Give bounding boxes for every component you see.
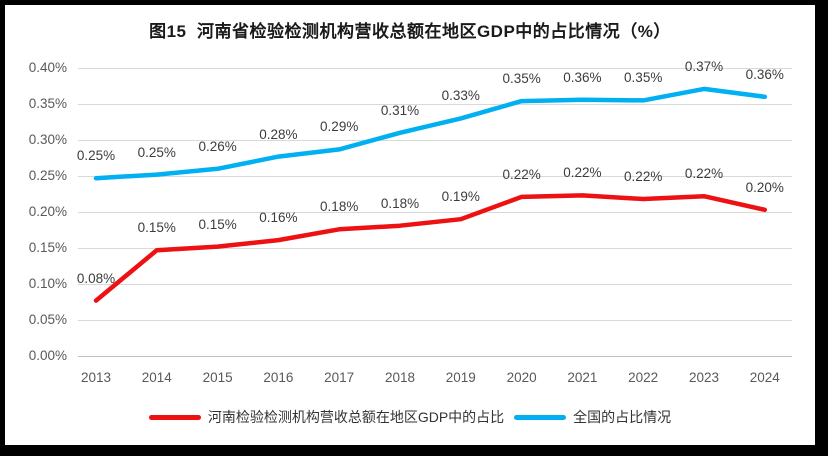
series-line-henan <box>93 193 768 303</box>
x-tick-label: 2023 <box>688 370 720 385</box>
x-tick-label: 2016 <box>263 370 294 385</box>
data-label: 0.29% <box>320 119 359 135</box>
x-tick-label: 2019 <box>445 370 476 385</box>
data-label: 0.33% <box>441 88 480 104</box>
gridline <box>78 103 792 105</box>
data-label: 0.16% <box>259 210 298 226</box>
data-label: 0.19% <box>441 189 480 205</box>
data-label: 0.25% <box>137 144 176 160</box>
data-label: 0.18% <box>320 199 359 215</box>
x-tick-label: 2014 <box>141 370 172 385</box>
y-tick-label: 0.30% <box>28 132 67 147</box>
data-label: 0.25% <box>76 148 116 164</box>
data-label: 0.35% <box>502 71 541 87</box>
data-label: 0.22% <box>502 166 541 182</box>
gridline <box>78 283 792 285</box>
data-label: 0.22% <box>563 165 602 181</box>
series-line-national <box>93 86 768 181</box>
data-label: 0.37% <box>684 58 724 74</box>
gridline <box>78 355 792 357</box>
gridline <box>78 319 792 321</box>
data-label: 0.31% <box>380 102 420 118</box>
y-tick-label: 0.35% <box>28 96 67 111</box>
y-tick-label: 0.10% <box>28 276 67 291</box>
gridline <box>78 67 792 69</box>
legend-label-national: 全国的占比情况 <box>573 409 672 425</box>
x-tick-label: 2021 <box>567 370 598 385</box>
y-tick-label: 0.25% <box>28 168 67 183</box>
data-label: 0.08% <box>76 270 116 286</box>
legend-label-henan: 河南检验检测机构营收总额在地区GDP中的占比 <box>207 409 505 425</box>
x-tick-label: 2013 <box>80 370 112 385</box>
y-tick-label: 0.05% <box>28 312 67 327</box>
data-label: 0.22% <box>624 169 663 185</box>
data-label: 0.35% <box>624 70 663 86</box>
x-tick-label: 2015 <box>202 370 233 385</box>
y-tick-label: 0.40% <box>28 60 67 75</box>
gridline <box>78 139 792 141</box>
data-label: 0.36% <box>745 66 784 82</box>
gridline <box>78 211 792 213</box>
data-label: 0.20% <box>745 179 784 195</box>
x-tick-label: 2024 <box>749 370 780 385</box>
y-tick-label: 0.15% <box>28 240 67 255</box>
data-label: 0.36% <box>563 69 602 85</box>
x-tick-label: 2020 <box>506 370 537 385</box>
gridline <box>78 247 792 249</box>
y-tick-label: 0.00% <box>28 348 67 363</box>
x-tick-label: 2017 <box>324 370 355 385</box>
data-label: 0.22% <box>684 166 724 182</box>
gridline <box>78 175 792 177</box>
legend-item-national: 全国的占比情况 <box>514 407 671 427</box>
legend-item-henan: 河南检验检测机构营收总额在地区GDP中的占比 <box>148 407 505 427</box>
x-tick-label: 2018 <box>384 370 416 385</box>
chart-inner: 图15 河南省检验检测机构营收总额在地区GDP中的占比情况（%） 0.40% 0.… <box>5 5 815 445</box>
data-label: 0.26% <box>198 138 237 154</box>
data-label: 0.28% <box>259 126 298 142</box>
y-tick-label: 0.20% <box>28 204 67 219</box>
chart-title: 图15 河南省检验检测机构营收总额在地区GDP中的占比情况（%） <box>149 22 671 41</box>
series-layer <box>93 86 768 303</box>
x-tick-label: 2022 <box>628 370 659 385</box>
legend: 河南检验检测机构营收总额在地区GDP中的占比 全国的占比情况 <box>5 407 815 427</box>
data-label: 0.15% <box>198 216 237 232</box>
data-label: 0.15% <box>137 220 176 236</box>
data-label: 0.18% <box>380 195 420 211</box>
legend-swatch-henan-line <box>148 414 201 420</box>
legend-swatch-national-line <box>514 414 567 420</box>
